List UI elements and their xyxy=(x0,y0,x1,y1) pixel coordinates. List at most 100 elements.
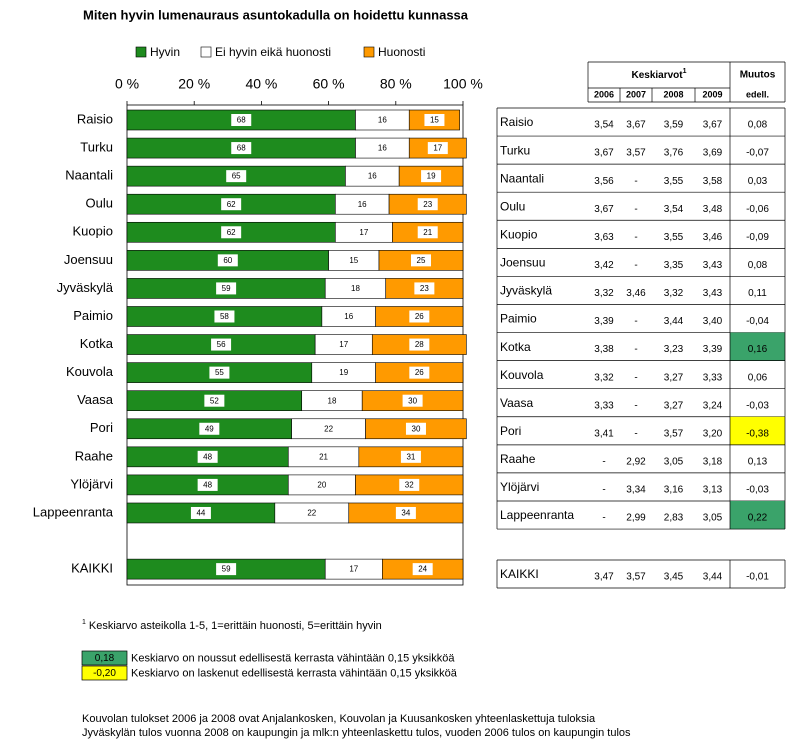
label-box xyxy=(333,366,354,379)
table-cell: - xyxy=(634,204,637,215)
value-label: 31 xyxy=(406,452,415,461)
label-box xyxy=(311,478,332,491)
table-cell: 3,27 xyxy=(664,400,684,411)
label-box xyxy=(221,226,242,239)
value-label: 16 xyxy=(368,172,377,181)
label-box xyxy=(343,563,364,576)
table-cell: 2,92 xyxy=(626,457,646,468)
change-highlight xyxy=(730,416,785,445)
row-name: Vaasa xyxy=(500,396,533,410)
table-cell: 3,38 xyxy=(594,344,614,355)
table-cell: 3,76 xyxy=(664,148,684,159)
label-box xyxy=(211,338,232,351)
value-label: 23 xyxy=(420,284,429,293)
label-box xyxy=(424,114,445,126)
value-label: 62 xyxy=(227,200,236,209)
row-name: Kouvola xyxy=(500,368,544,382)
table-cell: 3,33 xyxy=(594,400,614,411)
category-label: Pori xyxy=(90,420,113,435)
table-cell: 3,67 xyxy=(703,120,723,131)
value-label: 21 xyxy=(423,228,432,237)
table-cell: 3,32 xyxy=(664,288,684,299)
x-tick-label: 60 % xyxy=(313,76,345,92)
category-label: KAIKKI xyxy=(71,561,113,576)
value-label: 19 xyxy=(339,368,348,377)
label-box xyxy=(190,506,211,519)
table-cell: 3,24 xyxy=(703,400,723,411)
chart-title: Miten hyvin lumenauraus asuntokadulla on… xyxy=(83,7,469,22)
change-header: edell. xyxy=(746,89,769,99)
value-label: 16 xyxy=(378,144,387,153)
row-name: Raisio xyxy=(500,115,534,129)
table-cell: - xyxy=(634,344,637,355)
category-label: Lappeenranta xyxy=(33,504,114,519)
row-name: Kotka xyxy=(500,340,531,354)
row-name: Joensuu xyxy=(500,256,545,270)
footnote: 1 Keskiarvo asteikolla 1-5, 1=erittäin hu… xyxy=(82,619,382,632)
label-box xyxy=(395,506,416,519)
table-cell: 3,18 xyxy=(703,457,723,468)
label-box xyxy=(417,226,438,239)
label-box xyxy=(321,394,342,407)
label-box xyxy=(405,422,426,435)
table-cell: 3,46 xyxy=(703,232,723,243)
table-cell: -0,03 xyxy=(746,485,769,496)
row-name: Ylöjärvi xyxy=(500,480,539,494)
label-box xyxy=(353,226,374,239)
category-label: Paimio xyxy=(73,308,113,323)
label-box xyxy=(197,450,218,463)
footnote-text: Keskiarvo asteikolla 1-5, 1=erittäin huo… xyxy=(89,620,382,632)
category-label: Raisio xyxy=(77,111,113,126)
table-cell: 3,67 xyxy=(594,204,614,215)
value-label: 62 xyxy=(227,228,236,237)
table-cell: 3,47 xyxy=(594,572,614,583)
value-label: 17 xyxy=(339,340,348,349)
table-cell: -0,04 xyxy=(746,316,769,327)
category-label: Kuopio xyxy=(73,224,113,239)
value-label: 16 xyxy=(358,200,367,209)
table-cell: 3,43 xyxy=(703,288,723,299)
table-cell: 3,33 xyxy=(703,372,723,383)
table-cell: 0,03 xyxy=(748,176,768,187)
label-box xyxy=(216,282,237,295)
value-label: 65 xyxy=(232,172,241,181)
legend-label: Huonosti xyxy=(378,45,425,59)
row-name: Pori xyxy=(500,424,521,438)
legend-swatch xyxy=(135,46,147,58)
key-text: Keskiarvo on noussut edellisestä kerrast… xyxy=(131,652,455,664)
value-label: 25 xyxy=(417,256,426,265)
value-label: 18 xyxy=(351,284,360,293)
value-label: 18 xyxy=(328,396,337,405)
group-header-mark: 1 xyxy=(683,68,687,75)
table-cell: - xyxy=(602,457,605,468)
value-label: 60 xyxy=(223,256,232,265)
value-label: 34 xyxy=(401,509,410,518)
table-cell: - xyxy=(602,485,605,496)
category-label: Vaasa xyxy=(77,392,114,407)
table-cell: 2,99 xyxy=(626,513,646,524)
label-box xyxy=(231,142,252,155)
table-cell: 3,42 xyxy=(594,260,614,271)
table-cell: 3,13 xyxy=(703,485,723,496)
row-name: KAIKKI xyxy=(500,567,539,581)
value-label: 17 xyxy=(433,144,442,153)
table-cell: 0,13 xyxy=(748,457,768,468)
table-cell: - xyxy=(634,176,637,187)
label-box xyxy=(226,170,247,183)
value-label: 19 xyxy=(427,172,436,181)
table-cell: -0,03 xyxy=(746,400,769,411)
row-name: Naantali xyxy=(500,171,544,185)
table-cell: 0,08 xyxy=(748,260,768,271)
group-header-text: Keskiarvot xyxy=(631,70,683,81)
table-cell: 3,45 xyxy=(664,572,684,583)
table-cell: - xyxy=(634,428,637,439)
label-box xyxy=(409,310,430,323)
row-name: Raahe xyxy=(500,452,536,466)
label-box xyxy=(343,254,364,267)
table-cell: 3,41 xyxy=(594,428,614,439)
legend-label: Hyvin xyxy=(150,45,180,59)
x-tick-label: 100 % xyxy=(443,76,483,92)
table-cell: 3,54 xyxy=(664,204,684,215)
label-box xyxy=(221,198,242,211)
value-label: 16 xyxy=(344,312,353,321)
